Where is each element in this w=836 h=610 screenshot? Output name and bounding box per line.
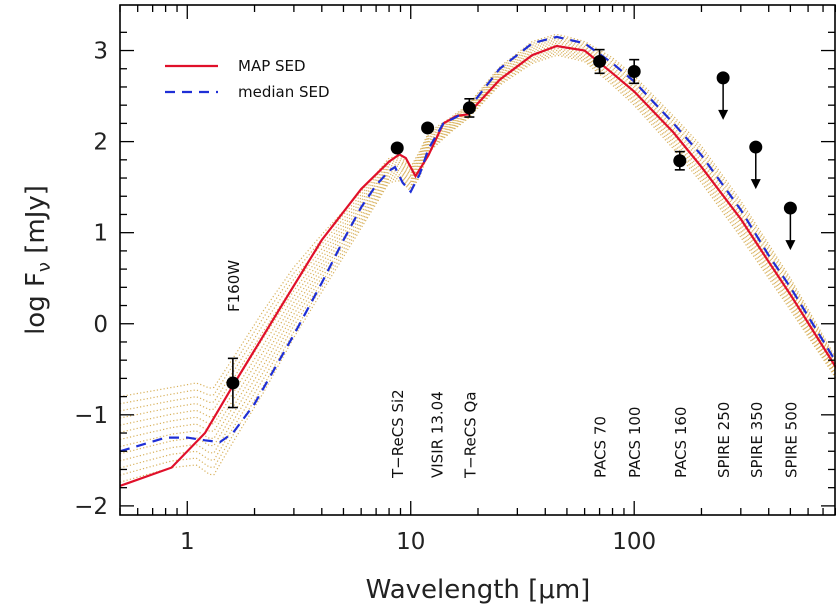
model-curve-11 xyxy=(120,37,836,412)
band-label: PACS 160 xyxy=(672,407,690,478)
band-label: T−ReCS Qa xyxy=(461,392,479,479)
observation-8 xyxy=(716,71,730,120)
observation-10 xyxy=(783,201,797,251)
legend: MAP SED median SED xyxy=(165,57,330,101)
data-point xyxy=(673,154,687,168)
x-tick-label: 100 xyxy=(612,529,656,555)
y-tick-label: 0 xyxy=(93,312,108,338)
y-tick-label: 3 xyxy=(93,39,108,65)
data-point xyxy=(462,101,476,115)
observation-6 xyxy=(627,58,641,85)
x-tick-label: 1 xyxy=(180,529,195,555)
data-point xyxy=(716,71,730,85)
band-label: PACS 100 xyxy=(626,407,644,478)
band-label: SPIRE 250 xyxy=(715,402,733,478)
band-label: VISIR 13.04 xyxy=(428,391,446,478)
legend-label: median SED xyxy=(238,83,330,101)
observation-3 xyxy=(421,121,435,135)
data-point xyxy=(390,141,404,155)
y-axis-title: log Fν [mJy] xyxy=(21,185,55,335)
observation-1 xyxy=(226,357,240,409)
band-labels-layer: F160W T−ReCS Si2 VISIR 13.04 T−ReCS Qa PACS … xyxy=(225,260,801,479)
model-curve-10 xyxy=(120,39,836,419)
observations-layer xyxy=(226,48,797,409)
model-curve-6 xyxy=(120,46,836,448)
axes-layer: 1 10 100 −2 −1 0 1 2 3 xyxy=(74,4,836,555)
observation-2 xyxy=(390,141,404,155)
median-sed-line xyxy=(120,35,836,453)
y-tick-label: 1 xyxy=(93,221,108,247)
observation-9 xyxy=(749,140,763,190)
data-point xyxy=(783,201,797,215)
data-point xyxy=(226,376,240,390)
y-tick-label: −2 xyxy=(74,494,108,520)
model-curve-4 xyxy=(120,49,836,462)
band-label: SPIRE 350 xyxy=(748,402,766,478)
observation-7 xyxy=(673,150,687,171)
observation-4 xyxy=(462,98,476,118)
model-curve-1 xyxy=(120,54,836,483)
band-label: PACS 70 xyxy=(592,416,610,478)
legend-label: MAP SED xyxy=(238,57,306,75)
data-point xyxy=(421,121,435,135)
y-tick-label: −1 xyxy=(74,403,108,429)
model-curve-8 xyxy=(120,42,836,433)
data-point xyxy=(593,54,607,68)
y-axis-title-base: log F xyxy=(21,272,51,335)
upper-limit-arrow-head xyxy=(718,109,729,120)
series-layer xyxy=(120,35,836,487)
observation-5 xyxy=(593,48,607,75)
model-curve-13 xyxy=(120,33,836,398)
data-point xyxy=(749,140,763,154)
band-label: T−ReCS Si2 xyxy=(389,389,407,479)
y-tick-label: 2 xyxy=(93,130,108,156)
model-curve-3 xyxy=(120,51,836,469)
data-point xyxy=(627,64,641,78)
band-label: F160W xyxy=(225,260,243,312)
x-tick-label: 10 xyxy=(396,529,425,555)
y-axis-title-subscript: ν xyxy=(34,262,55,272)
upper-limit-arrow-head xyxy=(750,179,761,190)
model-curve-12 xyxy=(120,35,836,405)
upper-limit-arrow-head xyxy=(785,240,796,251)
x-axis-title: Wavelength [μm] xyxy=(366,575,591,605)
y-axis-title-rest: [mJy] xyxy=(21,185,51,262)
band-label: SPIRE 500 xyxy=(782,402,800,478)
